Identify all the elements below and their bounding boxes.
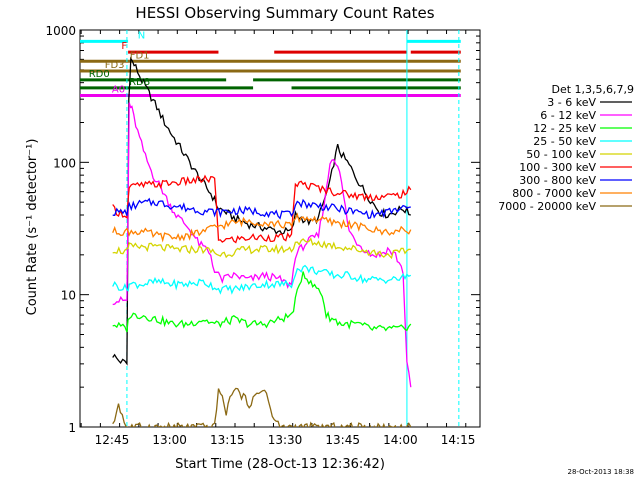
y-tick-label: 10 (61, 289, 76, 303)
legend-label: 6 - 12 keV (540, 109, 596, 122)
legend-label: 100 - 300 keV (519, 161, 596, 174)
x-tick-label: 12:45 (95, 433, 130, 447)
series-line-4 (112, 237, 411, 260)
series-group (80, 30, 461, 427)
state-bar-label: N (138, 30, 145, 41)
state-bar-label: FD3 (105, 60, 125, 71)
series-line-5 (112, 174, 412, 244)
series-line-3 (112, 264, 412, 295)
x-tick-label: 13:30 (268, 433, 303, 447)
state-bar-label: FD1 (130, 50, 150, 61)
y-axis-label: Count Rate (s⁻¹ detector⁻¹) (25, 139, 40, 316)
state-bar-label: A0 (112, 84, 125, 95)
legend-label: 300 - 800 keV (519, 174, 596, 187)
y-tick-label: 1 (68, 421, 76, 435)
y-tick-label: 100 (53, 156, 76, 170)
series-line-8 (112, 387, 412, 427)
legend-label: 800 - 7000 keV (512, 187, 596, 200)
state-bar-label: RD8 (129, 77, 150, 88)
legend-label: 3 - 6 keV (547, 96, 596, 109)
legend-label: 50 - 100 keV (526, 148, 596, 161)
legend-label: 7000 - 20000 keV (498, 200, 596, 213)
series-line-6 (112, 197, 411, 220)
chart-title: HESSI Observing Summary Count Rates (135, 4, 434, 22)
state-bar-label: RD0 (89, 69, 110, 80)
x-tick-label: 13:00 (152, 433, 187, 447)
legend-title: Det 1,3,5,6,7,9 (551, 83, 634, 96)
plot-frame (79, 29, 481, 428)
x-axis-label: Start Time (28-Oct-13 12:36:42) (175, 457, 385, 472)
x-tick-label: 14:15 (441, 433, 476, 447)
series-line-7 (112, 212, 412, 243)
x-tick-label: 14:00 (383, 433, 418, 447)
state-bar-label: F (121, 41, 127, 52)
x-tick-label: 13:45 (325, 433, 360, 447)
legend-label: 25 - 50 keV (533, 135, 596, 148)
footer-date: 28-Oct-2013 18:38 (568, 468, 634, 476)
plot-area: 1 10 100 1000 12:45 13:00 13:15 13:30 13:45 14:00… (45, 24, 481, 447)
series-line-2 (112, 271, 412, 333)
legend-label: 12 - 25 keV (533, 122, 596, 135)
y-tick-label: 1000 (45, 24, 76, 38)
x-tick-label: 13:15 (210, 433, 245, 447)
